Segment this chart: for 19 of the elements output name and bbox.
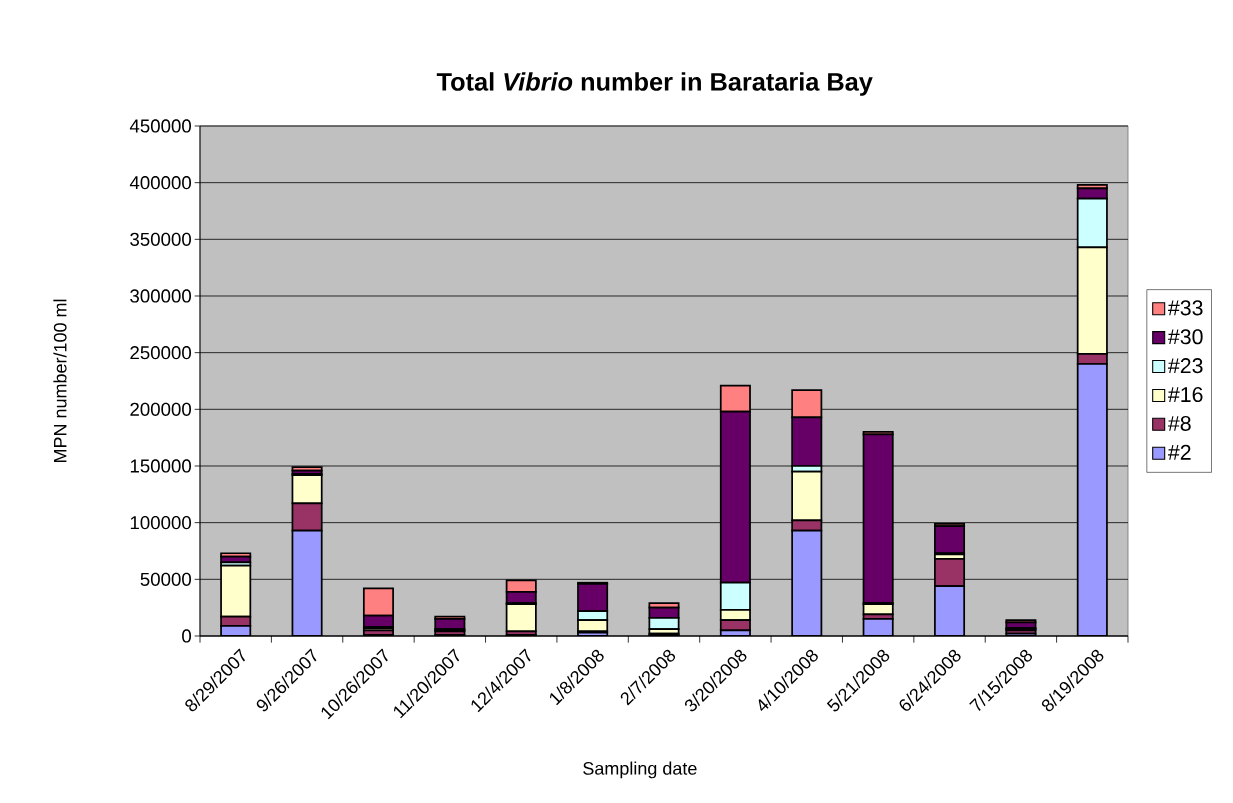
y-tick-label: 200000 [130, 402, 191, 416]
y-tick-label: 350000 [130, 232, 191, 246]
y-tick-label: 50000 [140, 572, 192, 586]
y-tick-label: 100000 [130, 516, 191, 530]
x-axis-title: Sampling date [583, 761, 697, 779]
legend-label: #30 [1167, 329, 1203, 345]
y-tick-label: 400000 [129, 176, 191, 190]
legend-label: #2 [1167, 444, 1191, 460]
y-tick-label: 150000 [130, 459, 191, 473]
y-tick-label: 450000 [129, 119, 191, 133]
y-tick-label: 0 [182, 629, 192, 643]
legend-label: #16 [1167, 387, 1203, 403]
chart-title: Total Vibrio number in Barataria Bay [436, 72, 873, 96]
legend-label: #23 [1167, 358, 1203, 374]
legend-label: #33 [1167, 300, 1203, 316]
y-tick-label: 250000 [130, 346, 191, 360]
y-tick-label: 300000 [130, 289, 191, 303]
y-axis-title: MPN number/100 ml [53, 299, 67, 463]
legend-label: #8 [1167, 415, 1191, 431]
